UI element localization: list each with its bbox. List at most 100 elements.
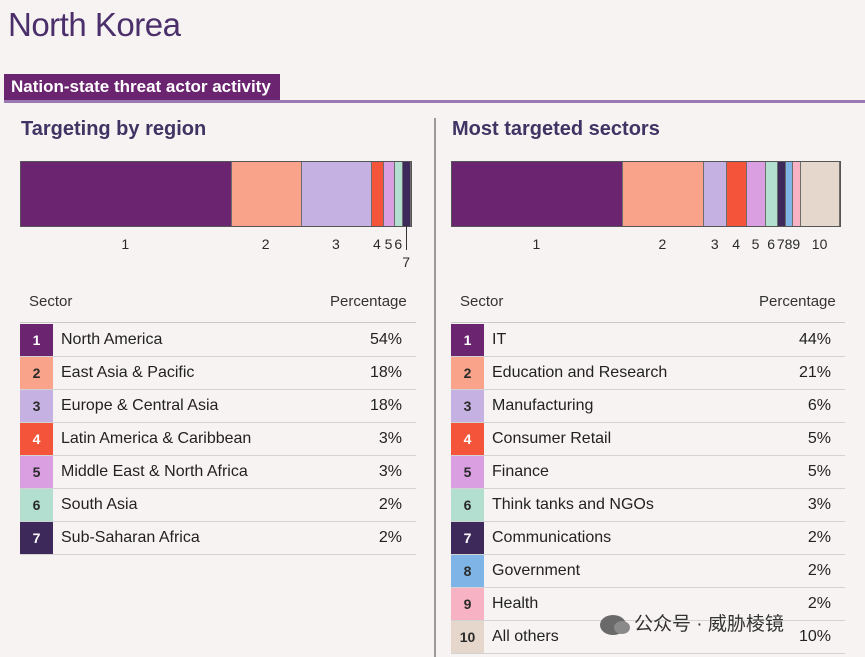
row-index-badge: 10 — [451, 621, 484, 653]
row-label: Manufacturing — [492, 397, 594, 414]
row-label: All others — [492, 628, 559, 645]
row-percentage: 2% — [807, 562, 831, 579]
bar-segment — [766, 162, 778, 226]
bar-segment — [793, 162, 802, 226]
table-row: 6 Think tanks and NGOs 3% — [451, 489, 845, 522]
row-index-badge: 2 — [20, 357, 53, 389]
row-index-badge: 2 — [451, 357, 484, 389]
table-row: 3 Manufacturing 6% — [451, 390, 845, 423]
table-row: 8 Government 2% — [451, 555, 845, 588]
country-title: North Korea — [8, 6, 181, 43]
row-percentage: 2% — [807, 529, 831, 546]
stacked-bar — [451, 161, 841, 227]
segment-label: 1 — [121, 236, 130, 252]
chart-title: Targeting by region — [21, 118, 207, 140]
table-row: 1 IT 44% — [451, 324, 845, 357]
row-percentage: 21% — [798, 364, 831, 381]
segment-leader-line — [406, 225, 408, 250]
segment-label: 1 — [532, 236, 541, 252]
table-row: 3 Europe & Central Asia 18% — [20, 390, 416, 423]
row-label: Sub-Saharan Africa — [61, 529, 200, 546]
segment-label: 3 — [331, 236, 340, 252]
watermark: 公众号 · 威胁棱镜 — [600, 609, 784, 636]
bar-segment — [395, 162, 404, 226]
table-header-rule — [20, 322, 416, 323]
stacked-bar — [20, 161, 412, 227]
segment-label: 2 — [658, 236, 667, 252]
row-label: Latin America & Caribbean — [61, 430, 252, 447]
row-index-badge: 4 — [20, 423, 53, 455]
row-label: East Asia & Pacific — [61, 364, 195, 381]
row-label: South Asia — [61, 496, 138, 513]
row-percentage: 44% — [798, 331, 831, 348]
row-percentage: 2% — [807, 595, 831, 612]
table-row: 7 Sub-Saharan Africa 2% — [20, 522, 416, 555]
row-percentage: 5% — [807, 430, 831, 447]
bar-segment — [777, 162, 786, 226]
chart-title: Most targeted sectors — [452, 118, 660, 140]
segment-label: 4 — [372, 236, 381, 252]
bar-segment — [301, 162, 372, 226]
row-index-badge: 9 — [451, 588, 484, 620]
row-index-badge: 1 — [451, 324, 484, 356]
row-label: Government — [492, 562, 581, 579]
segment-label: 7 — [402, 254, 410, 270]
segment-label: 9 — [792, 236, 801, 252]
row-index-badge: 1 — [20, 324, 53, 356]
bar-segment — [21, 162, 232, 226]
segment-label: 4 — [732, 236, 741, 252]
bar-segment — [622, 162, 705, 226]
segment-label: 3 — [710, 236, 719, 252]
row-index-badge: 3 — [20, 390, 53, 422]
table-row: 2 East Asia & Pacific 18% — [20, 357, 416, 390]
row-label: IT — [492, 331, 507, 348]
table-row: 4 Latin America & Caribbean 3% — [20, 423, 416, 456]
segment-label: 6 — [394, 236, 403, 252]
watermark-text: 公众号 · 威胁棱镜 — [634, 614, 784, 635]
row-percentage: 6% — [807, 397, 831, 414]
row-percentage: 10% — [798, 628, 831, 645]
table-header-sector: Sector — [460, 293, 504, 310]
table-row: 1 North America 54% — [20, 324, 416, 357]
segment-label: 5 — [751, 236, 760, 252]
row-percentage: 3% — [807, 496, 831, 513]
table-row: 10 All others 10% — [451, 621, 845, 654]
table-row: 6 South Asia 2% — [20, 489, 416, 522]
bar-segment — [746, 162, 767, 226]
row-percentage: 2% — [378, 496, 402, 513]
row-index-badge: 5 — [20, 456, 53, 488]
table-row: 7 Communications 2% — [451, 522, 845, 555]
segment-label: 10 — [811, 236, 828, 252]
section-rule — [4, 100, 865, 103]
row-label: North America — [61, 331, 163, 348]
wechat-icon — [600, 614, 630, 635]
bar-segment — [231, 162, 302, 226]
row-label: Consumer Retail — [492, 430, 612, 447]
segment-label: 8 — [784, 236, 793, 252]
segment-label: 7 — [776, 236, 785, 252]
bar-segment — [452, 162, 623, 226]
table-row: 2 Education and Research 21% — [451, 357, 845, 390]
row-label: Finance — [492, 463, 549, 480]
row-label: Think tanks and NGOs — [492, 496, 654, 513]
table-header-rule — [451, 322, 845, 323]
bar-segment — [801, 162, 840, 226]
table-header-percentage: Percentage — [330, 293, 407, 310]
row-index-badge: 8 — [451, 555, 484, 587]
row-percentage: 5% — [807, 463, 831, 480]
row-index-badge: 6 — [451, 489, 484, 521]
bar-segment — [383, 162, 396, 226]
row-percentage: 18% — [369, 397, 402, 414]
table-row: 5 Finance 5% — [451, 456, 845, 489]
table-header-percentage: Percentage — [759, 293, 836, 310]
row-percentage: 3% — [378, 430, 402, 447]
row-percentage: 54% — [369, 331, 402, 348]
row-label: Education and Research — [492, 364, 668, 381]
row-index-badge: 3 — [451, 390, 484, 422]
bar-segment — [785, 162, 794, 226]
section-banner: Nation-state threat actor activity — [4, 74, 280, 100]
table-header-sector: Sector — [29, 293, 73, 310]
row-index-badge: 7 — [451, 522, 484, 554]
row-percentage: 2% — [378, 529, 402, 546]
row-percentage: 18% — [369, 364, 402, 381]
